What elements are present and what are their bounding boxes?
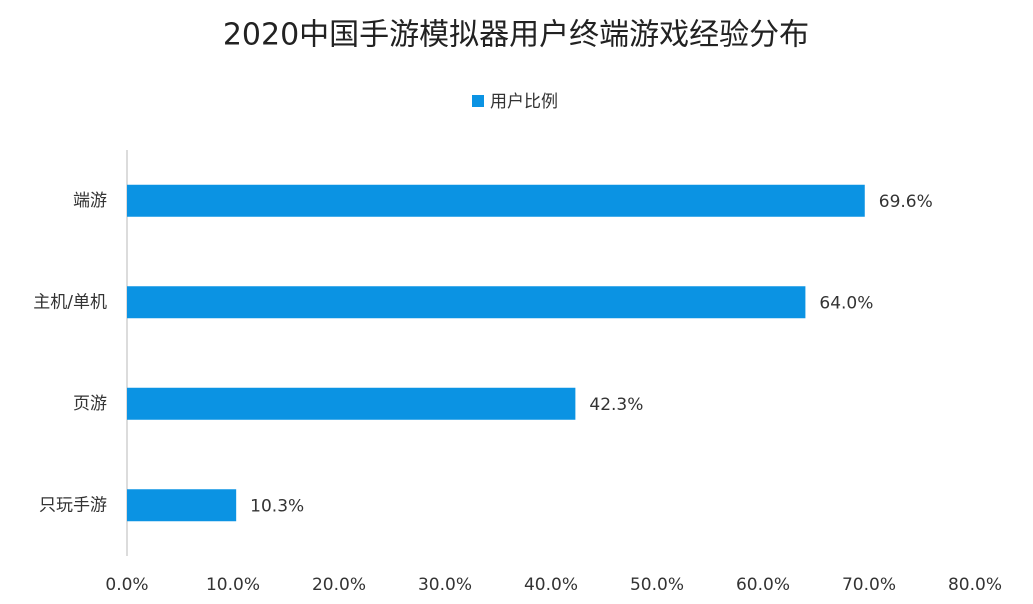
data-label: 42.3% (589, 395, 643, 415)
y-tick-label: 页游 (73, 394, 107, 414)
x-tick-label: 80.0% (948, 575, 1002, 595)
bar (127, 387, 576, 420)
x-tick-label: 0.0% (105, 575, 148, 595)
x-tick-label: 20.0% (312, 575, 366, 595)
x-tick-label: 70.0% (842, 575, 896, 595)
x-tick-label: 30.0% (418, 575, 472, 595)
data-label: 64.0% (819, 293, 873, 313)
data-label: 69.6% (879, 192, 933, 212)
x-tick-label: 60.0% (736, 575, 790, 595)
y-tick-label: 主机/单机 (33, 292, 107, 312)
x-tick-label: 10.0% (206, 575, 260, 595)
y-tick-label: 只玩手游 (39, 495, 107, 515)
chart-title: 2020中国手游模拟器用户终端游戏经验分布 (223, 18, 809, 53)
y-tick-label: 端游 (73, 191, 107, 211)
bar (127, 286, 806, 319)
bar (127, 184, 865, 217)
legend-label: 用户比例 (490, 92, 558, 112)
x-tick-label: 50.0% (630, 575, 684, 595)
data-label: 10.3% (250, 496, 304, 516)
legend-swatch (472, 95, 484, 107)
bar (127, 489, 237, 522)
x-tick-label: 40.0% (524, 575, 578, 595)
